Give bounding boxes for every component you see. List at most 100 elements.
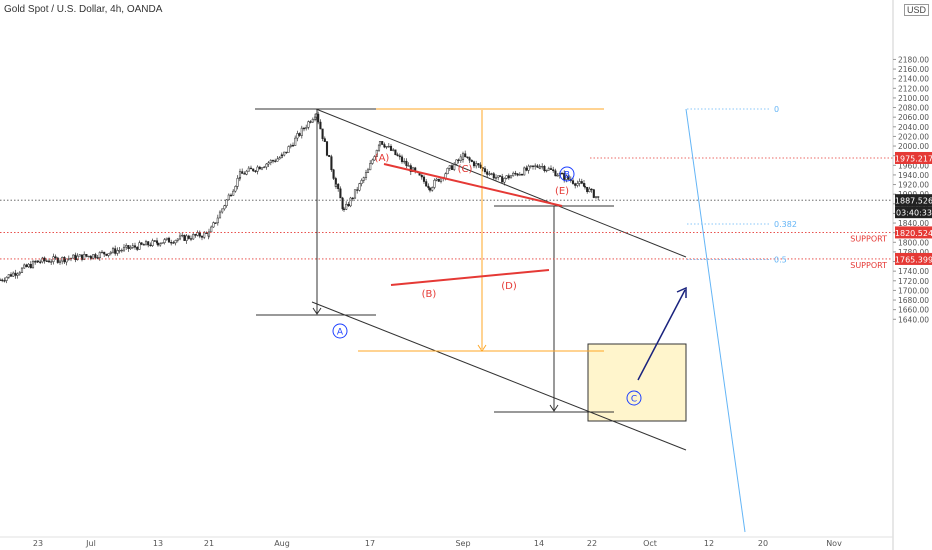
- candle-body: [457, 159, 460, 161]
- currency-badge[interactable]: USD: [904, 4, 930, 16]
- candle-body: [420, 174, 423, 178]
- candle-body: [337, 183, 340, 190]
- candle-body: [543, 166, 546, 171]
- candle-body: [67, 258, 70, 260]
- y-tick-label: 1920.00: [898, 181, 929, 190]
- candle-body: [265, 163, 268, 168]
- candle-body: [366, 169, 370, 173]
- candle-body: [294, 137, 297, 146]
- candle-body: [375, 149, 378, 157]
- candle-body: [223, 205, 226, 210]
- candle-body: [283, 151, 286, 156]
- candle-body: [107, 253, 110, 256]
- time-axis[interactable]: 23 Jul 13 21 Aug 17 Sep 14 22 Oct 12 20 Nov: [0, 536, 893, 548]
- candle-body: [325, 141, 329, 156]
- candle-body: [377, 144, 381, 151]
- candle-body: [403, 160, 406, 163]
- candle-body: [428, 187, 432, 191]
- x-tick-label: 20: [758, 539, 768, 548]
- candle-body: [505, 175, 508, 179]
- candle-body: [431, 187, 434, 191]
- candle-body: [586, 186, 589, 193]
- candle-body: [527, 165, 530, 171]
- x-tick-label: 22: [587, 539, 597, 548]
- candle-body: [167, 237, 171, 243]
- y-tick-label: 1700.00: [898, 286, 929, 295]
- candle-body: [483, 168, 487, 173]
- candle-body: [501, 176, 504, 183]
- candle-body: [161, 242, 164, 244]
- candle-body: [18, 272, 21, 275]
- support-label: SUPPORT: [850, 234, 887, 243]
- candle-body: [80, 254, 84, 260]
- candle-body: [311, 119, 314, 123]
- candle-body: [347, 203, 350, 207]
- candle-body: [56, 257, 59, 263]
- candle-body: [392, 149, 395, 151]
- candle-body: [385, 146, 388, 148]
- candle-body: [216, 217, 219, 224]
- candle-body: [330, 156, 333, 171]
- x-tick-label: 17: [365, 539, 375, 548]
- candle-body: [36, 260, 40, 263]
- candle-body: [523, 167, 526, 176]
- candle-body: [263, 166, 266, 169]
- candle-body: [450, 165, 454, 170]
- candle-body: [138, 242, 141, 250]
- triangle-upper-line: [383, 163, 563, 207]
- candle-body: [409, 165, 412, 173]
- candle-body: [5, 277, 8, 281]
- candle-body: [285, 151, 288, 154]
- price-axis[interactable]: 1640.001660.001680.001700.001720.001740.…: [892, 0, 929, 550]
- candle-body: [212, 222, 215, 228]
- price-tag-label: 1887.526: [895, 197, 932, 206]
- y-tick-label: 1940.00: [898, 171, 929, 180]
- candle-body: [198, 232, 201, 237]
- candle-body: [556, 175, 559, 177]
- orange-fib-arrow: [477, 344, 487, 352]
- candle-body: [140, 242, 143, 245]
- candle-body: [41, 257, 44, 263]
- candle-body: [588, 188, 591, 193]
- candle-body: [144, 241, 148, 246]
- candle-body: [291, 144, 295, 147]
- candle-body: [234, 186, 237, 192]
- candle-body: [276, 158, 279, 162]
- y-tick-label: 1780.00: [898, 248, 929, 257]
- candle-body: [147, 241, 150, 246]
- candle-body: [174, 240, 177, 244]
- candle-body: [118, 250, 121, 252]
- x-tick-label: Sep: [455, 539, 470, 548]
- drawing-layer[interactable]: SUPPORT SUPPORT 0 0.382 0.5 (A) (B) (C) (D) (E) A B…: [0, 105, 893, 533]
- candle-body: [594, 196, 598, 198]
- candle-body: [136, 247, 139, 250]
- candle-body: [92, 254, 95, 259]
- candle-body: [590, 188, 593, 191]
- candle-body: [298, 133, 301, 136]
- y-tick-label: 2160.00: [898, 65, 929, 74]
- candle-body: [74, 254, 77, 261]
- x-tick-label: 23: [33, 539, 43, 548]
- candle-body: [274, 160, 277, 162]
- candle-body: [497, 175, 500, 178]
- candle-body: [96, 257, 99, 259]
- y-tick-label: 1640.00: [898, 315, 929, 324]
- candle-body: [339, 188, 342, 199]
- candle-body: [149, 244, 152, 247]
- candle-body: [185, 235, 188, 241]
- wave-label-red: (B): [422, 289, 437, 300]
- candle-body: [396, 154, 399, 157]
- candle-body: [89, 257, 93, 259]
- y-tick-label: 2060.00: [898, 113, 929, 122]
- candle-body: [400, 156, 404, 163]
- candle-body: [236, 178, 239, 187]
- candlestick-series: [0, 111, 600, 284]
- wave-circle-blue: [626, 390, 642, 406]
- measure-arrow-1: [312, 307, 322, 315]
- candle-body: [258, 166, 261, 170]
- measure-arrow-2: [549, 404, 559, 412]
- candle-body: [14, 272, 17, 276]
- wave-circle-blue: [559, 166, 575, 182]
- channel-upper-line: [315, 108, 687, 258]
